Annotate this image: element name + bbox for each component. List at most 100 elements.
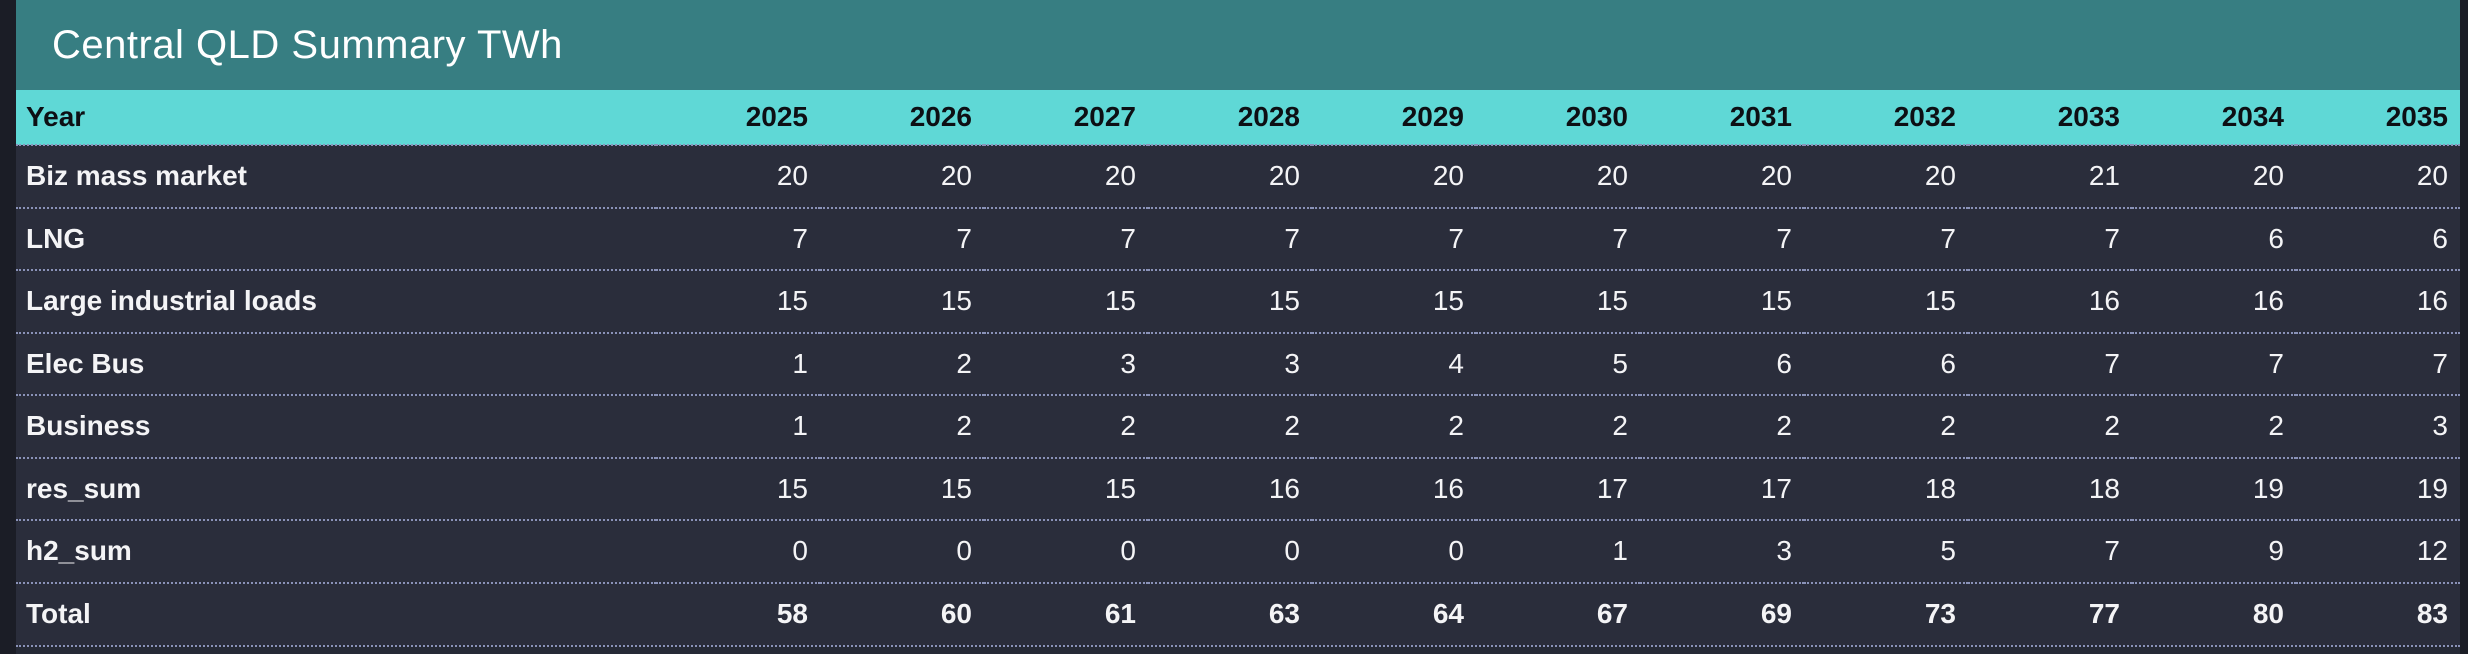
value-cell: 16 [1312, 456, 1476, 520]
value-cell: 20 [1476, 144, 1640, 208]
value-cell: 20 [2296, 144, 2460, 208]
value-cell: 20 [2132, 144, 2296, 208]
value-cell: 1 [656, 331, 820, 395]
row-label-cell: h2_sum [16, 519, 656, 583]
value-cell: 7 [1148, 206, 1312, 270]
table-row-biz-mass-market: Biz mass market 20 20 20 20 20 20 20 20 … [16, 144, 2460, 208]
value-cell: 2 [1312, 394, 1476, 458]
year-column-header: 2027 [1073, 101, 1136, 132]
value-cell: 67 [1476, 581, 1640, 645]
value-cell: 19 [2296, 456, 2460, 520]
table-row-large-industrial-loads: Large industrial loads 15 15 15 15 15 15… [16, 269, 2460, 333]
value-cell: 6 [2296, 206, 2460, 270]
value-cell: 19 [2132, 456, 2296, 520]
row-label-cell: Business [16, 394, 656, 458]
value-cell: 77 [1968, 581, 2132, 645]
row-label-cell: LNG [16, 206, 656, 270]
table-row-business: Business 1 2 2 2 2 2 2 2 2 2 3 [16, 394, 2460, 458]
year-column-header: 2035 [2385, 101, 2448, 132]
value-cell: 0 [1312, 519, 1476, 583]
value-cell: 15 [820, 269, 984, 333]
value-cell: 2 [820, 331, 984, 395]
table-header: Year 2025 2026 2027 2028 2029 2030 2031 … [16, 90, 2460, 145]
value-cell: 9 [2132, 519, 2296, 583]
value-cell: 73 [1804, 581, 1968, 645]
value-cell: 7 [984, 206, 1148, 270]
value-cell: 17 [1640, 456, 1804, 520]
value-cell: 0 [1148, 519, 1312, 583]
value-cell: 20 [656, 144, 820, 208]
value-cell: 58 [656, 581, 820, 645]
value-cell: 20 [984, 144, 1148, 208]
value-cell: 5 [1476, 331, 1640, 395]
table-row-total: Total 58 60 61 63 64 67 69 73 77 80 83 [16, 581, 2460, 645]
row-label-cell: res_sum [16, 456, 656, 520]
value-cell: 2 [1968, 394, 2132, 458]
value-cell: 0 [820, 519, 984, 583]
value-cell: 2 [1804, 394, 1968, 458]
value-cell: 83 [2296, 581, 2460, 645]
year-column-header: 2028 [1237, 101, 1300, 132]
year-column-header: 2031 [1729, 101, 1792, 132]
value-cell: 7 [656, 206, 820, 270]
value-cell: 15 [1476, 269, 1640, 333]
value-cell: 3 [984, 331, 1148, 395]
value-cell: 15 [656, 456, 820, 520]
value-cell: 2 [1476, 394, 1640, 458]
value-cell: 3 [1148, 331, 1312, 395]
value-cell: 21 [1968, 144, 2132, 208]
value-cell: 0 [984, 519, 1148, 583]
value-cell: 2 [820, 394, 984, 458]
value-cell: 80 [2132, 581, 2296, 645]
value-cell: 7 [820, 206, 984, 270]
value-cell: 5 [1804, 519, 1968, 583]
table-bottom-edge [16, 645, 2460, 654]
row-label-cell: Total [16, 581, 656, 645]
value-cell: 15 [1312, 269, 1476, 333]
year-column-header: 2033 [2057, 101, 2120, 132]
value-cell: 60 [820, 581, 984, 645]
value-cell: 15 [820, 456, 984, 520]
value-cell: 0 [656, 519, 820, 583]
table-row-h2-sum: h2_sum 0 0 0 0 0 1 3 5 7 9 12 [16, 519, 2460, 583]
value-cell: 20 [1312, 144, 1476, 208]
value-cell: 16 [2296, 269, 2460, 333]
value-cell: 15 [984, 269, 1148, 333]
value-cell: 15 [984, 456, 1148, 520]
year-column-header: 2025 [745, 101, 808, 132]
value-cell: 16 [1148, 456, 1312, 520]
value-cell: 6 [1804, 331, 1968, 395]
value-cell: 64 [1312, 581, 1476, 645]
value-cell: 6 [2132, 206, 2296, 270]
value-cell: 15 [656, 269, 820, 333]
value-cell: 20 [1804, 144, 1968, 208]
row-label-cell: Elec Bus [16, 331, 656, 395]
table-title-bar: Central QLD Summary TWh [16, 0, 2460, 90]
value-cell: 4 [1312, 331, 1476, 395]
value-cell: 7 [1476, 206, 1640, 270]
value-cell: 2 [1640, 394, 1804, 458]
value-cell: 2 [2132, 394, 2296, 458]
value-cell: 7 [1968, 331, 2132, 395]
value-cell: 18 [1968, 456, 2132, 520]
table-row-elec-bus: Elec Bus 1 2 3 3 4 5 6 6 7 7 7 [16, 331, 2460, 395]
value-cell: 7 [1804, 206, 1968, 270]
value-cell: 7 [1968, 206, 2132, 270]
header-row: Year 2025 2026 2027 2028 2029 2030 2031 … [16, 90, 2460, 145]
central-qld-summary-panel: Central QLD Summary TWh Year 2025 2026 2… [16, 0, 2460, 654]
value-cell: 7 [1968, 519, 2132, 583]
summary-table: Year 2025 2026 2027 2028 2029 2030 2031 … [16, 90, 2460, 645]
value-cell: 20 [1148, 144, 1312, 208]
year-column-header: 2030 [1565, 101, 1628, 132]
value-cell: 1 [1476, 519, 1640, 583]
value-cell: 17 [1476, 456, 1640, 520]
value-cell: 12 [2296, 519, 2460, 583]
value-cell: 16 [1968, 269, 2132, 333]
table-body: Biz mass market 20 20 20 20 20 20 20 20 … [16, 144, 2460, 645]
value-cell: 2 [1148, 394, 1312, 458]
value-cell: 2 [984, 394, 1148, 458]
value-cell: 61 [984, 581, 1148, 645]
year-header-cell: Year [26, 101, 86, 132]
value-cell: 15 [1148, 269, 1312, 333]
value-cell: 20 [820, 144, 984, 208]
